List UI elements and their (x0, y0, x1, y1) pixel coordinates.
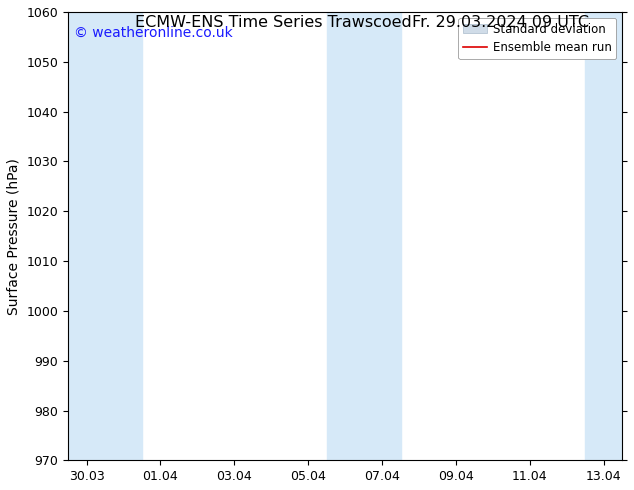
Text: © weatheronline.co.uk: © weatheronline.co.uk (74, 25, 233, 39)
Bar (585, 12, 622, 460)
Bar (68, 12, 142, 460)
Text: ECMW-ENS Time Series Trawscoed: ECMW-ENS Time Series Trawscoed (135, 15, 411, 30)
Legend: Standard deviation, Ensemble mean run: Standard deviation, Ensemble mean run (458, 18, 616, 59)
Bar (327, 12, 401, 460)
Text: Fr. 29.03.2024 09 UTC: Fr. 29.03.2024 09 UTC (412, 15, 589, 30)
Y-axis label: Surface Pressure (hPa): Surface Pressure (hPa) (7, 158, 21, 315)
